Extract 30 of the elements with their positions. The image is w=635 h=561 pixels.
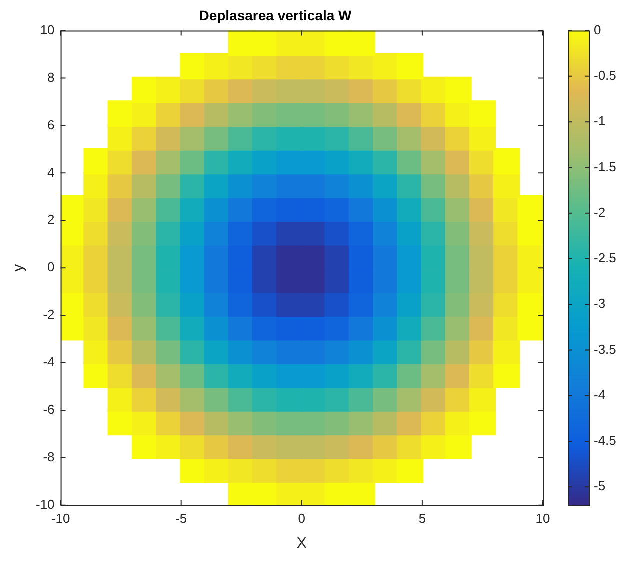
color-bar-label: -5 — [594, 478, 606, 494]
x-tick-label: 0 — [298, 510, 306, 526]
y-tick-label: -8 — [43, 450, 55, 465]
y-tick-label: 8 — [48, 70, 55, 85]
color-bar-label: -4.5 — [594, 433, 616, 448]
color-bar-label: -4 — [594, 387, 606, 402]
color-bar-label: -3.5 — [594, 342, 616, 357]
y-axis-title: y — [10, 264, 28, 272]
y-tick-label: 2 — [48, 212, 55, 228]
y-tick-label: -6 — [43, 402, 55, 418]
y-tick-label: 6 — [48, 117, 55, 132]
color-bar-label: -3 — [594, 296, 606, 312]
x-tick-label: -5 — [176, 510, 188, 526]
y-tick-label: -10 — [36, 496, 55, 512]
y-tick-label: 10 — [40, 22, 55, 38]
x-axis-title: X — [296, 535, 307, 552]
y-tick-label: -2 — [43, 307, 55, 322]
color-bar-label: -1 — [594, 114, 606, 129]
color-bar-label: -1.5 — [594, 159, 616, 174]
chart-title: Deplasarea verticala W — [199, 7, 353, 24]
color-bar-label: -0.5 — [594, 68, 616, 84]
y-tick-label: 4 — [48, 164, 55, 180]
x-tick-label: 5 — [418, 510, 426, 526]
x-tick-label: 10 — [536, 510, 550, 526]
y-tick-label: -4 — [43, 354, 55, 370]
y-tick-label: 0 — [48, 260, 55, 275]
point — [348, 30, 376, 56]
color-bar-label: 0 — [594, 22, 602, 38]
color-bar-label: -2 — [594, 204, 606, 220]
color-bar-label: -2.5 — [594, 250, 616, 266]
